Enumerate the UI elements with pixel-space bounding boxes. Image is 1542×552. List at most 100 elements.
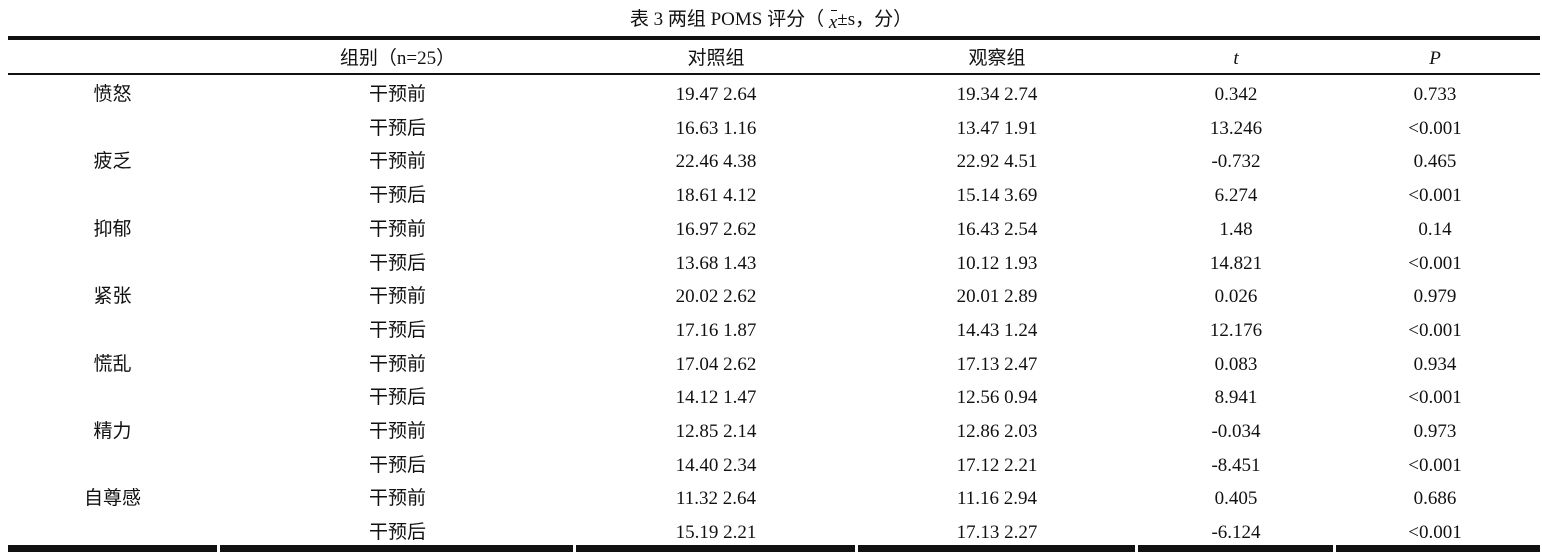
cell-phase: 干预后	[368, 117, 426, 139]
table-row: 干预后 17.16 1.87 14.43 1.24 12.176 <0.001	[0, 314, 1542, 347]
cell-phase: 干预后	[368, 185, 426, 207]
cell-t: 1.48	[1219, 218, 1253, 240]
cell-t: -8.451	[1211, 454, 1261, 476]
cell-phase: 干预前	[368, 421, 426, 442]
table-row: 愤怒 干预前 19.47 2.64 19.34 2.74 0.342 0.733	[0, 78, 1542, 111]
cell-item: 精力	[93, 421, 132, 442]
cell-observe: 13.47 1.91	[956, 117, 1038, 139]
table-row: 干预后 16.63 1.16 13.47 1.91 13.246 <0.001	[0, 112, 1542, 145]
cell-observe: 11.16 2.94	[956, 488, 1038, 510]
cell-control: 16.97 2.62	[675, 218, 757, 240]
header-row: 组别（n=25） 对照组 观察组 t P	[0, 42, 1542, 75]
table-row: 自尊感 干预前 11.32 2.64 11.16 2.94 0.405 0.686	[0, 482, 1542, 515]
cell-p: <0.001	[1408, 319, 1462, 341]
top-rule	[8, 36, 1540, 40]
cell-p: 0.465	[1413, 151, 1457, 173]
cell-control: 13.68 1.43	[675, 252, 757, 274]
cell-control: 16.63 1.16	[675, 117, 757, 139]
cell-observe: 10.12 1.93	[956, 252, 1038, 274]
table-row: 干预后 13.68 1.43 10.12 1.93 14.821 <0.001	[0, 247, 1542, 280]
table-row: 干预后 14.40 2.34 17.12 2.21 -8.451 <0.001	[0, 449, 1542, 482]
cell-observe: 17.13 2.47	[956, 353, 1038, 375]
cell-observe: 20.01 2.89	[956, 286, 1038, 308]
cell-observe: 12.56 0.94	[956, 387, 1038, 409]
cell-phase: 干预后	[368, 454, 426, 476]
cell-t: 0.405	[1214, 488, 1258, 510]
cell-phase: 干预前	[368, 84, 426, 105]
cell-t: -6.124	[1211, 522, 1261, 544]
cell-phase: 干预后	[368, 319, 426, 341]
cell-item: 疲乏	[93, 151, 132, 173]
cell-t: 13.246	[1209, 117, 1263, 139]
cell-item: 慌乱	[93, 353, 132, 375]
table-title: 表 3 两组 POMS 评分（ x±s，分）	[0, 4, 1542, 33]
cell-p: <0.001	[1408, 185, 1462, 207]
table-row: 干预后 14.12 1.47 12.56 0.94 8.941 <0.001	[0, 381, 1542, 414]
cell-t: 0.083	[1214, 353, 1258, 375]
cell-t: 8.941	[1214, 387, 1258, 409]
header-rule	[8, 73, 1540, 75]
cell-p: 0.14	[1418, 218, 1452, 240]
cell-phase: 干预前	[368, 151, 426, 173]
cell-observe: 17.12 2.21	[956, 454, 1038, 476]
cell-item: 抑郁	[93, 218, 132, 240]
cell-item: 自尊感	[83, 488, 141, 510]
cell-t: 12.176	[1209, 319, 1263, 341]
cell-phase: 干预前	[368, 218, 426, 240]
header-t: t	[1233, 48, 1239, 69]
bottom-rule	[1336, 545, 1540, 552]
title-suffix: ±s，分）	[837, 9, 913, 30]
cell-observe: 12.86 2.03	[956, 421, 1038, 442]
cell-p: <0.001	[1408, 117, 1462, 139]
cell-phase: 干预后	[368, 522, 426, 544]
cell-observe: 17.13 2.27	[956, 522, 1038, 544]
cell-p: 0.934	[1413, 353, 1457, 375]
cell-p: 0.733	[1413, 84, 1457, 105]
cell-t: -0.732	[1211, 151, 1261, 173]
cell-control: 17.16 1.87	[675, 319, 757, 341]
cell-control: 12.85 2.14	[675, 421, 757, 442]
cell-control: 19.47 2.64	[675, 84, 757, 105]
cell-observe: 22.92 4.51	[956, 151, 1038, 173]
table-row: 干预后 15.19 2.21 17.13 2.27 -6.124 <0.001	[0, 516, 1542, 549]
cell-control: 11.32 2.64	[675, 488, 757, 510]
cell-p: 0.686	[1413, 488, 1457, 510]
table-row: 干预后 18.61 4.12 15.14 3.69 6.274 <0.001	[0, 179, 1542, 212]
title-text: 表 3 两组 POMS 评分（	[629, 9, 829, 30]
cell-p: 0.973	[1413, 421, 1457, 442]
cell-control: 14.40 2.34	[675, 454, 757, 476]
cell-control: 22.46 4.38	[675, 151, 757, 173]
cell-p: <0.001	[1408, 387, 1462, 409]
cell-control: 20.02 2.62	[675, 286, 757, 308]
cell-item: 愤怒	[93, 84, 132, 105]
cell-t: 0.342	[1214, 84, 1258, 105]
cell-p: 0.979	[1413, 286, 1457, 308]
title-mean-symbol: x	[828, 10, 838, 33]
table-row: 抑郁 干预前 16.97 2.62 16.43 2.54 1.48 0.14	[0, 213, 1542, 246]
cell-p: <0.001	[1408, 252, 1462, 274]
bottom-rule	[8, 545, 217, 552]
cell-p: <0.001	[1408, 454, 1462, 476]
header-group: 组别（n=25）	[339, 48, 456, 69]
bottom-rule	[220, 545, 573, 552]
table-row: 慌乱 干预前 17.04 2.62 17.13 2.47 0.083 0.934	[0, 348, 1542, 381]
cell-phase: 干预前	[368, 286, 426, 308]
cell-observe: 19.34 2.74	[956, 84, 1038, 105]
cell-t: 14.821	[1209, 252, 1263, 274]
bottom-rule	[1138, 545, 1333, 552]
cell-phase: 干预后	[368, 387, 426, 409]
bottom-rule	[576, 545, 855, 552]
table-row: 疲乏 干预前 22.46 4.38 22.92 4.51 -0.732 0.465	[0, 145, 1542, 178]
cell-p: <0.001	[1408, 522, 1462, 544]
bottom-rule	[858, 545, 1135, 552]
cell-observe: 15.14 3.69	[956, 185, 1038, 207]
table-row: 紧张 干预前 20.02 2.62 20.01 2.89 0.026 0.979	[0, 280, 1542, 313]
header-observe: 观察组	[968, 48, 1026, 69]
cell-control: 18.61 4.12	[675, 185, 757, 207]
cell-t: 6.274	[1214, 185, 1258, 207]
cell-phase: 干预后	[368, 252, 426, 274]
cell-phase: 干预前	[368, 488, 426, 510]
cell-phase: 干预前	[368, 353, 426, 375]
cell-observe: 16.43 2.54	[956, 218, 1038, 240]
cell-t: -0.034	[1211, 421, 1261, 442]
